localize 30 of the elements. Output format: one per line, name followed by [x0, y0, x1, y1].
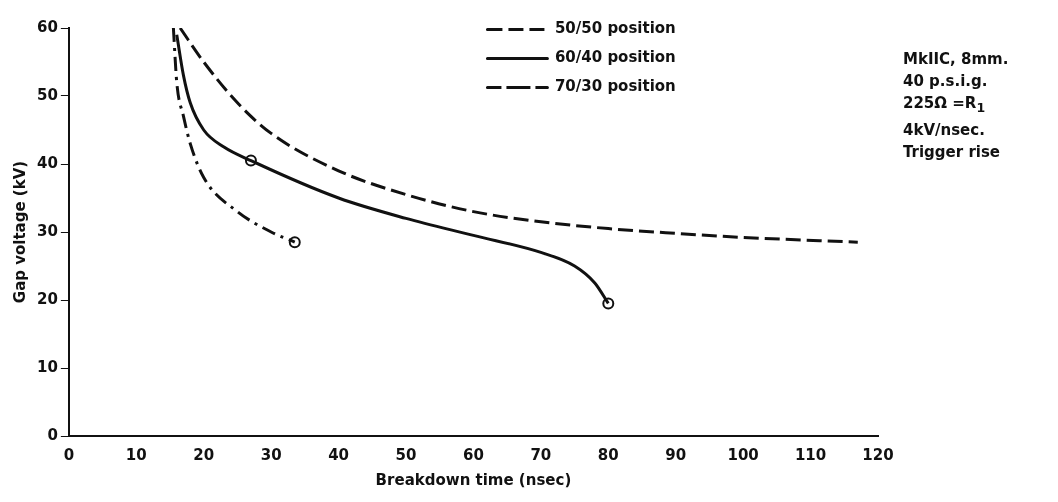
- legend-label: 70/30 position: [554, 77, 676, 96]
- y-tick-label: 60: [37, 17, 58, 36]
- x-axis-title: Breakdown time (nsec): [375, 470, 572, 489]
- y-tick-label: 40: [37, 153, 58, 172]
- x-tick-label: 0: [63, 445, 75, 464]
- text: Trigger rise: [903, 142, 1002, 163]
- legend-label: 60/40 position: [554, 48, 676, 67]
- x-tick-label: 70: [530, 445, 552, 464]
- x-tick-label: 50: [395, 445, 417, 464]
- y-tick-label: 10: [37, 357, 58, 376]
- x-tick-label: 10: [125, 445, 147, 464]
- x-tick-label: 40: [328, 445, 350, 464]
- x-tick-label: 90: [665, 445, 687, 464]
- x-tick-label: 110: [794, 445, 827, 464]
- text: 4kV/nsec.: [903, 120, 986, 141]
- y-tick-label: 30: [37, 221, 58, 240]
- x-tick-label: 80: [597, 445, 619, 464]
- text: 40 p.s.i.g.: [903, 71, 989, 92]
- text: 225Ω =R$_{1}$: [903, 93, 987, 117]
- x-tick-label: 30: [260, 445, 282, 464]
- y-tick-label: 0: [47, 425, 58, 444]
- legend-label: 50/50 position: [554, 19, 676, 38]
- y-tick-label: 50: [37, 85, 58, 104]
- x-tick-label: 20: [193, 445, 215, 464]
- y-tick-label: 20: [37, 289, 58, 308]
- y-axis-title: Gap voltage (kV): [10, 160, 29, 304]
- x-tick-label: 60: [463, 445, 484, 464]
- text: MkIIC, 8mm.: [903, 49, 1009, 70]
- x-tick-label: 120: [862, 445, 894, 464]
- x-tick-label: 100: [727, 445, 759, 464]
